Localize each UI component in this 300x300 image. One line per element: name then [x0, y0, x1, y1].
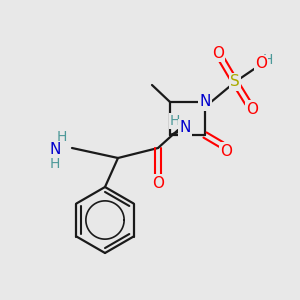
Text: N: N — [49, 142, 61, 158]
Text: H: H — [263, 53, 273, 67]
Text: N: N — [199, 94, 211, 110]
Text: H: H — [170, 114, 180, 128]
Text: O: O — [212, 46, 224, 61]
Text: O: O — [246, 101, 258, 116]
Text: S: S — [230, 74, 240, 89]
Text: H: H — [57, 130, 67, 144]
Text: O: O — [255, 56, 267, 71]
Text: O: O — [152, 176, 164, 190]
Text: N: N — [179, 121, 191, 136]
Text: O: O — [220, 143, 232, 158]
Text: H: H — [50, 157, 60, 171]
